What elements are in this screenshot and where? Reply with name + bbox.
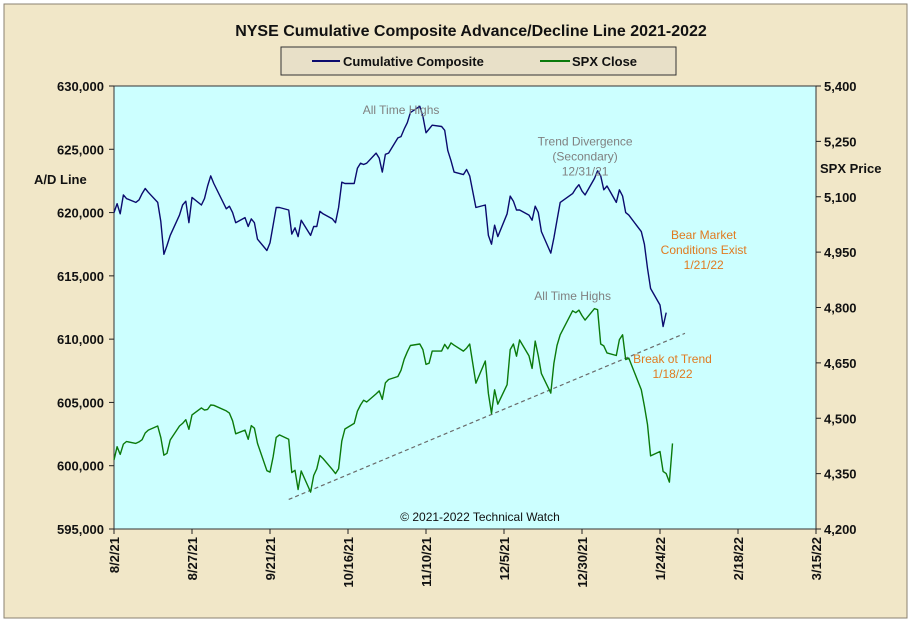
right-tick-label: 4,200 bbox=[824, 522, 857, 537]
annotation-line: Bear Market bbox=[671, 228, 737, 242]
x-tick-label: 9/21/21 bbox=[263, 537, 278, 580]
legend-label-spx-close: SPX Close bbox=[572, 54, 637, 69]
x-tick-label: 8/2/21 bbox=[107, 537, 122, 573]
right-tick-label: 4,950 bbox=[824, 245, 857, 260]
x-tick-label: 8/27/21 bbox=[185, 537, 200, 580]
annotation-line: 1/18/22 bbox=[652, 367, 692, 381]
chart-title: NYSE Cumulative Composite Advance/Declin… bbox=[235, 23, 707, 40]
right-axis-label: SPX Price bbox=[820, 161, 881, 176]
x-tick-label: 2/18/22 bbox=[731, 537, 746, 580]
right-tick-label: 4,800 bbox=[824, 301, 857, 316]
x-tick-label: 10/16/21 bbox=[341, 537, 356, 588]
legend-box bbox=[280, 46, 677, 76]
annotation-line: Conditions Exist bbox=[661, 243, 748, 257]
right-tick-label: 4,350 bbox=[824, 467, 857, 482]
trendline-group bbox=[288, 332, 686, 501]
legend: Cumulative Composite SPX Close bbox=[280, 46, 677, 76]
x-tick-label: 11/10/21 bbox=[419, 537, 434, 587]
x-tick-label: 1/24/22 bbox=[653, 537, 668, 580]
x-tick-label: 12/5/21 bbox=[497, 537, 512, 580]
x-tick-label: 12/30/21 bbox=[575, 537, 590, 588]
series-line-spx-close bbox=[113, 307, 674, 493]
left-axis-label: A/D Line bbox=[34, 172, 87, 187]
left-tick-label: 595,000 bbox=[57, 522, 104, 537]
right-tick-label: 5,250 bbox=[824, 134, 857, 149]
annotation-line: All Time Highs bbox=[534, 289, 611, 303]
copyright: © 2021-2022 Technical Watch bbox=[400, 510, 560, 524]
right-tick-label: 4,650 bbox=[824, 356, 857, 371]
annotation-line: Trend Divergence bbox=[538, 134, 633, 148]
annotation-line: Break ot Trend bbox=[633, 352, 712, 366]
trendline bbox=[288, 332, 686, 501]
right-tick-label: 4,500 bbox=[824, 411, 857, 426]
plot-area bbox=[113, 85, 817, 530]
legend-label-cumulative-composite: Cumulative Composite bbox=[343, 54, 484, 69]
annotation: Trend Divergence(Secondary)12/31/21 bbox=[538, 134, 633, 178]
annotation-line: 1/21/22 bbox=[684, 258, 724, 272]
right-tick-label: 5,400 bbox=[824, 79, 857, 94]
annotation: All Time Highs bbox=[534, 289, 611, 303]
annotation-line: All Time Highs bbox=[363, 103, 440, 117]
left-tick-label: 620,000 bbox=[57, 206, 104, 221]
left-tick-label: 630,000 bbox=[57, 79, 104, 94]
x-tick-label: 3/15/22 bbox=[809, 537, 824, 580]
series-line-cumulative-composite bbox=[113, 105, 667, 328]
left-tick-label: 615,000 bbox=[57, 269, 104, 284]
left-tick-label: 610,000 bbox=[57, 332, 104, 347]
left-tick-label: 600,000 bbox=[57, 459, 104, 474]
annotations: All Time Highs Trend Divergence(Secondary… bbox=[363, 103, 748, 381]
axes: 630,000 625,000 620,000 615,000 610,000 605,0… bbox=[57, 79, 857, 588]
left-tick-label: 605,000 bbox=[57, 395, 104, 410]
left-tick-label: 625,000 bbox=[57, 142, 104, 157]
annotation: All Time Highs bbox=[363, 103, 440, 117]
right-tick-label: 5,100 bbox=[824, 190, 857, 205]
annotation-line: (Secondary) bbox=[552, 149, 617, 163]
series-lines bbox=[113, 105, 674, 493]
annotation-line: 12/31/21 bbox=[562, 164, 609, 178]
